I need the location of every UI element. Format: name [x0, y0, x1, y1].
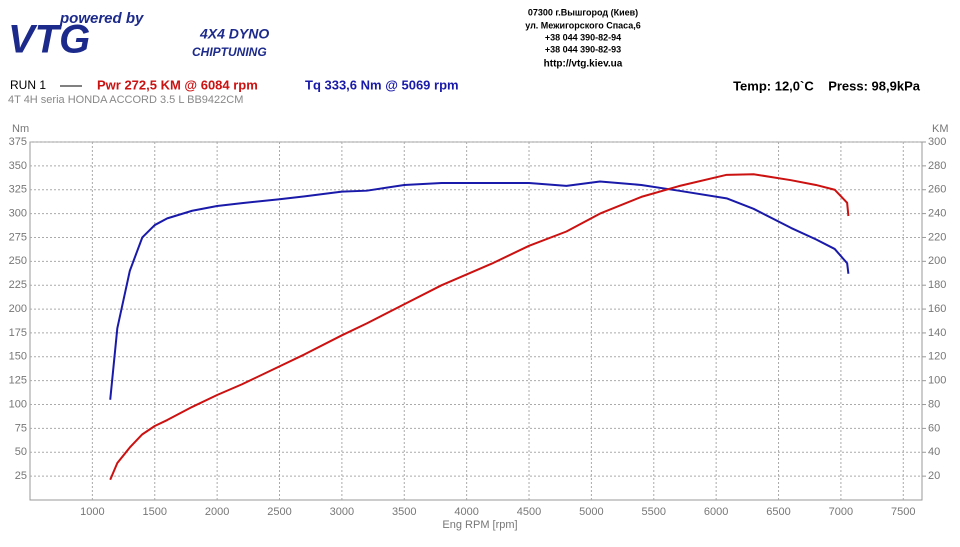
y2-tick-label: 280 [928, 160, 946, 172]
y2-tick-label: 240 [928, 208, 946, 220]
brand: VTG [8, 18, 90, 62]
x-tick-label: 5000 [579, 506, 603, 518]
series-line [109, 180, 850, 400]
y2-tick-label: 100 [928, 375, 946, 387]
series-line [109, 173, 850, 481]
product-sub: CHIPTUNING [192, 45, 267, 59]
torque-note: Tq 333,6 Nm @ 5069 rpm [305, 77, 459, 92]
y2-tick-label: 220 [928, 231, 946, 243]
x-tick-label: 5500 [642, 506, 666, 518]
y-tick-label: 325 [9, 184, 27, 196]
address-line: ул. Межигорского Спаса,6 [525, 20, 641, 30]
y2-tick-label: 40 [928, 446, 940, 458]
y-tick-label: 225 [9, 279, 27, 291]
y-tick-label: 275 [9, 231, 27, 243]
x-tick-label: 4500 [517, 506, 541, 518]
x-tick-label: 7000 [829, 506, 853, 518]
y-tick-label: 25 [15, 470, 27, 482]
address-line: +38 044 390-82-94 [545, 32, 621, 42]
y-axis-label: Nm [12, 123, 29, 135]
x-tick-label: 1000 [80, 506, 104, 518]
y2-tick-label: 120 [928, 351, 946, 363]
y2-tick-label: 300 [928, 136, 946, 148]
run: RUN 1 [10, 78, 46, 92]
x-tick-label: 2000 [205, 506, 229, 518]
x-tick-label: 3500 [392, 506, 416, 518]
power-note: Pwr 272,5 KM @ 6084 rpm [97, 77, 258, 92]
y2-tick-label: 80 [928, 398, 940, 410]
x-tick-label: 3000 [330, 506, 354, 518]
y-tick-label: 375 [9, 136, 27, 148]
brand-tag: powered by [59, 10, 144, 27]
y-tick-label: 300 [9, 208, 27, 220]
x-tick-label: 4000 [454, 506, 478, 518]
x-tick-label: 6000 [704, 506, 728, 518]
y-tick-label: 100 [9, 398, 27, 410]
y2-tick-label: 60 [928, 422, 940, 434]
x-tick-label: 7500 [891, 506, 915, 518]
y-tick-label: 125 [9, 375, 27, 387]
y2-tick-label: 180 [928, 279, 946, 291]
y2-tick-label: 160 [928, 303, 946, 315]
address-line: 07300 г.Вышгород (Киев) [528, 7, 638, 17]
y2-tick-label: 260 [928, 184, 946, 196]
y-tick-label: 350 [9, 160, 27, 172]
x-tick-label: 6500 [766, 506, 790, 518]
address: 07300 г.Вышгород (Киев) ул. Межигорского… [525, 7, 641, 69]
y2-tick-label: 200 [928, 255, 946, 267]
address-line: +38 044 390-82-93 [545, 44, 621, 54]
x-tick-label: 1500 [143, 506, 167, 518]
y2-tick-label: 140 [928, 327, 946, 339]
y-tick-label: 75 [15, 422, 27, 434]
y2-tick-label: 20 [928, 470, 940, 482]
x-tick-label: 2500 [267, 506, 291, 518]
product: 4X4 DYNO [199, 26, 269, 42]
y-tick-label: 50 [15, 446, 27, 458]
subtitle: 4T 4H seria HONDA ACCORD 3.5 L BB9422CM [8, 94, 243, 106]
y-tick-label: 150 [9, 351, 27, 363]
y-tick-label: 200 [9, 303, 27, 315]
x-axis-label: Eng RPM [rpm] [442, 519, 517, 531]
y2-axis-label: KM [932, 123, 949, 135]
y-tick-label: 175 [9, 327, 27, 339]
plot-frame [29, 141, 923, 501]
y-tick-label: 250 [9, 255, 27, 267]
conditions: Temp: 12,0`C Press: 98,9kPa [733, 78, 921, 93]
address-line: http://vtg.kiev.ua [544, 59, 623, 70]
